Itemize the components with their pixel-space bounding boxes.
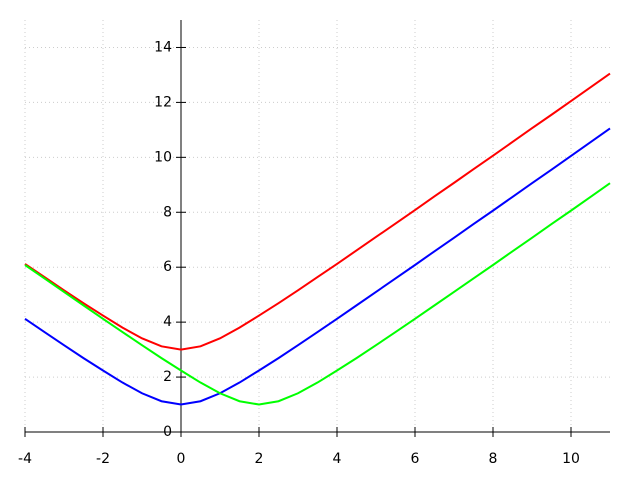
x-tick-label: 2 bbox=[255, 451, 264, 467]
y-tick-label: 14 bbox=[154, 39, 172, 55]
y-tick-label: 6 bbox=[163, 259, 172, 275]
x-tick-label: 0 bbox=[177, 451, 186, 467]
y-tick-label: 0 bbox=[163, 424, 172, 440]
x-tick-label: 4 bbox=[333, 451, 342, 467]
x-tick-label: -2 bbox=[96, 451, 110, 467]
y-tick-label: 8 bbox=[163, 204, 172, 220]
line-series bbox=[24, 182, 611, 406]
x-tick-label: 10 bbox=[562, 451, 580, 467]
y-tick-label: 2 bbox=[163, 369, 172, 385]
y-tick-label: 12 bbox=[154, 94, 172, 110]
x-tick-label: 6 bbox=[411, 451, 420, 467]
y-tick-label: 10 bbox=[154, 149, 172, 165]
line-series bbox=[24, 72, 611, 351]
y-tick-label: 4 bbox=[163, 314, 172, 330]
line-series bbox=[24, 127, 611, 406]
x-tick-label: 8 bbox=[489, 451, 498, 467]
x-tick-label: -4 bbox=[18, 451, 32, 467]
